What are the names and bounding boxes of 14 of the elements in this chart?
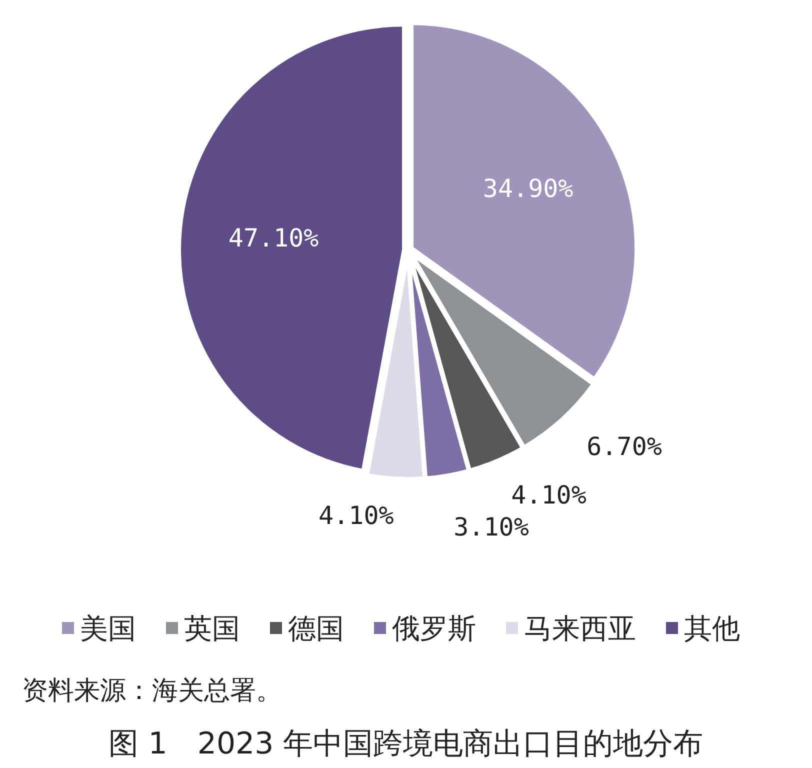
legend-label: 俄罗斯 xyxy=(392,612,476,645)
legend-label: 美国 xyxy=(80,612,136,645)
legend-label: 其他 xyxy=(684,612,740,645)
data-label: 4.10% xyxy=(318,500,394,530)
data-label: 6.70% xyxy=(586,432,662,462)
text: 资料来源：海关总署。 xyxy=(22,676,282,706)
data-label: 47.10% xyxy=(228,223,319,252)
data-label: 3.10% xyxy=(454,512,529,542)
legend-label: 马来西亚 xyxy=(524,612,636,645)
data-label: 34.90% xyxy=(482,174,574,204)
legend-label: 德国 xyxy=(288,612,344,645)
legend-label: 英国 xyxy=(184,612,240,645)
text: 图 1 2023 年中国跨境电商出口目的地分布 xyxy=(108,726,704,762)
data-label: 4.10% xyxy=(511,480,586,510)
